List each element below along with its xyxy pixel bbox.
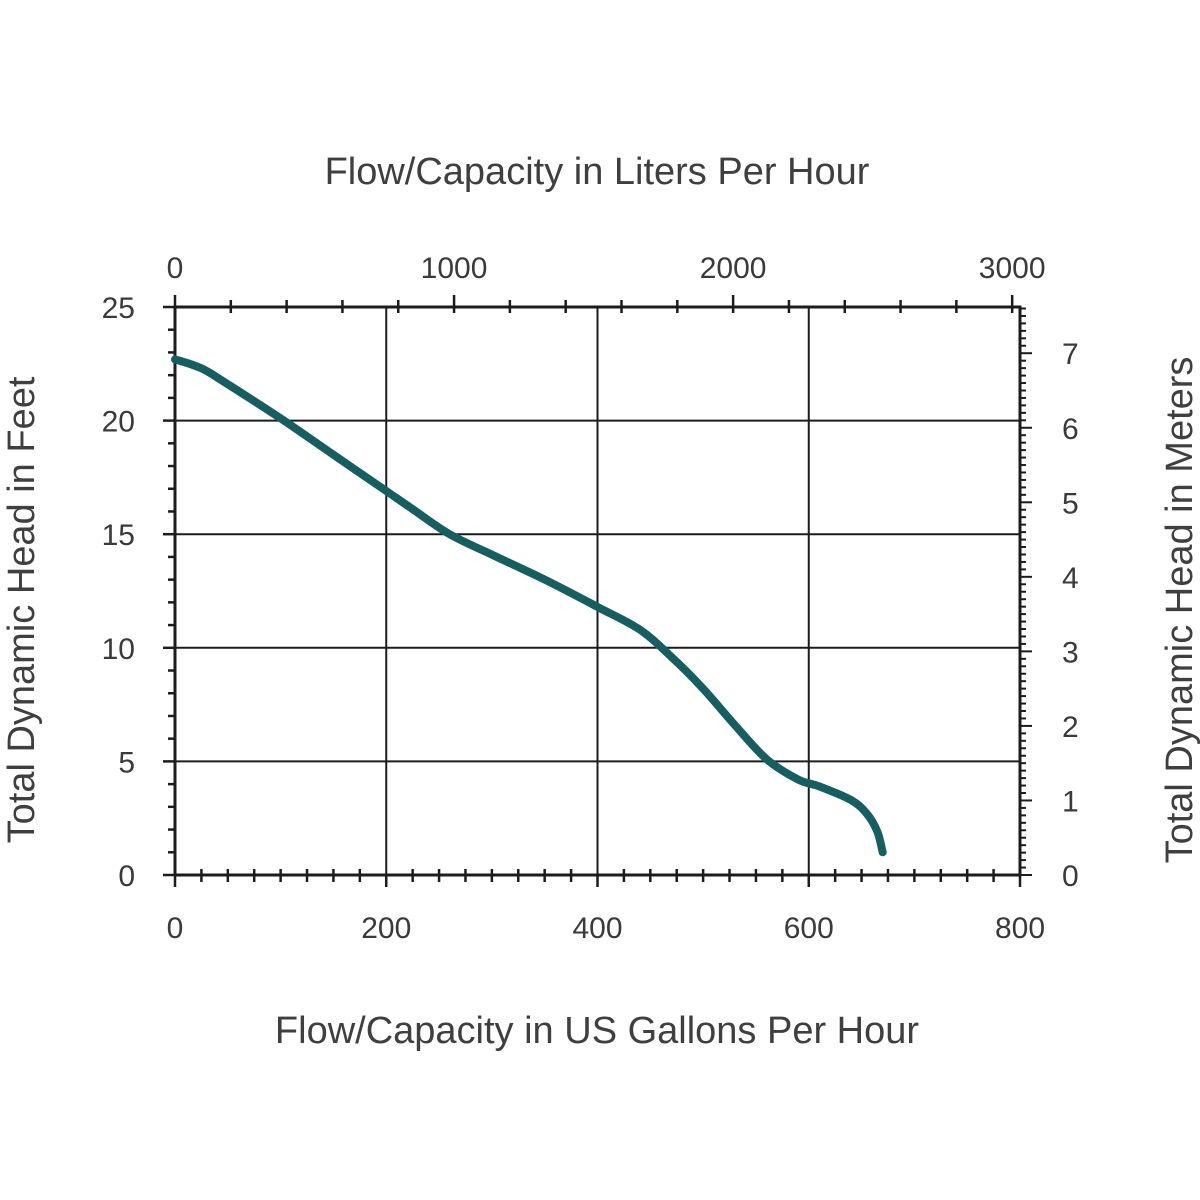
x-tick-label: 400 xyxy=(572,912,622,945)
right-y-axis-title: Total Dynamic Head in Meters xyxy=(1159,357,1200,864)
y-tick-label: 10 xyxy=(102,633,135,666)
bottom-x-axis-title: Flow/Capacity in US Gallons Per Hour xyxy=(275,1010,919,1052)
top-x-tick-label: 1000 xyxy=(421,252,488,285)
right-y-tick-label: 3 xyxy=(1062,636,1079,669)
y-tick-label: 20 xyxy=(102,406,135,439)
top-x-tick-label: 2000 xyxy=(700,252,767,285)
right-y-tick-label: 2 xyxy=(1062,711,1079,744)
y-tick-label: 15 xyxy=(102,519,135,552)
x-tick-label: 200 xyxy=(361,912,411,945)
pump-curve-line xyxy=(171,355,887,857)
y-tick-label: 0 xyxy=(118,860,135,893)
gridlines xyxy=(175,307,1020,875)
y-tick-label: 5 xyxy=(118,746,135,779)
y-tick-label: 25 xyxy=(102,292,135,325)
right-y-tick-label: 4 xyxy=(1062,562,1079,595)
x-tick-label: 600 xyxy=(784,912,834,945)
top-x-tick-label: 0 xyxy=(167,252,184,285)
right-y-tick-label: 1 xyxy=(1062,785,1079,818)
top-x-tick-label: 3000 xyxy=(979,252,1046,285)
axis-ticks xyxy=(163,295,1032,887)
left-y-axis-title: Total Dynamic Head in Feet xyxy=(1,376,43,843)
right-y-tick-label: 6 xyxy=(1062,413,1079,446)
right-y-tick-label: 7 xyxy=(1062,338,1079,371)
tick-labels: 0 200 400 600 800 0 5 10 15 20 25 0 1000 2000 3000 0 1 2 3… xyxy=(102,252,1079,945)
top-x-axis-title: Flow/Capacity in Liters Per Hour xyxy=(325,151,870,193)
x-tick-label: 0 xyxy=(167,912,184,945)
right-y-tick-label: 0 xyxy=(1062,860,1079,893)
series-layer xyxy=(171,355,887,857)
x-tick-label: 800 xyxy=(995,912,1045,945)
right-y-tick-label: 5 xyxy=(1062,487,1079,520)
